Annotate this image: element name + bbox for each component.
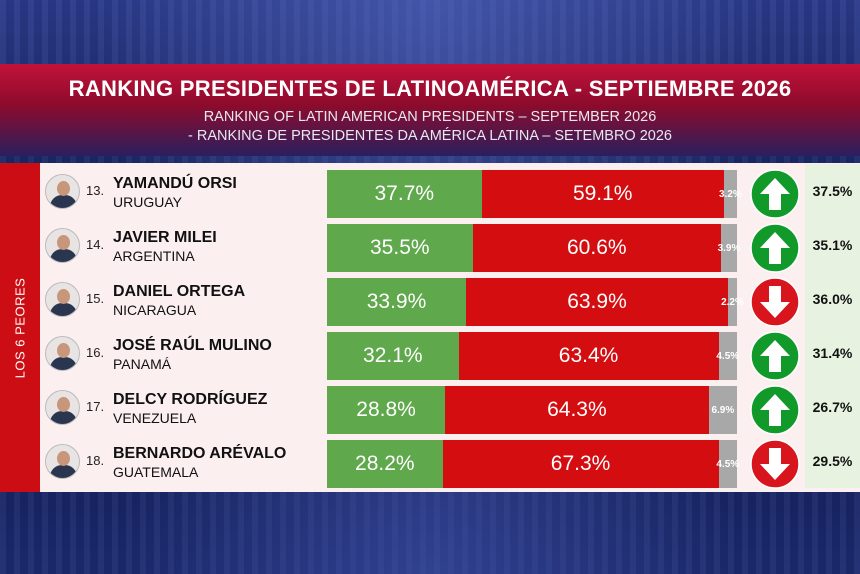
previous-approval: 35.1% [805, 218, 860, 272]
ranking-row: 16. JOSÉ RAÚL MULINO PANAMÁ 32.1% 63.4% 4.5% 3… [40, 326, 860, 381]
bar-approve: 33.9% [327, 278, 466, 326]
subtitle-portuguese: - RANKING DE PRESIDENTES DA AMÉRICA LATI… [187, 128, 672, 144]
page-title: RANKING PRESIDENTES DE LATINOAMÉRICA - S… [68, 76, 792, 101]
arrow-up-icon [750, 385, 800, 435]
president-avatar [45, 390, 80, 425]
avatar-head [57, 397, 70, 412]
bar-approve: 28.2% [327, 440, 443, 488]
previous-approval: 26.7% [805, 380, 860, 434]
bar-undecided: 3.9% [718, 224, 740, 272]
avatar-body [50, 303, 77, 316]
country-name: GUATEMALA [113, 464, 199, 480]
president-avatar [45, 444, 80, 479]
arrow-down-icon [750, 277, 800, 327]
president-name: DANIEL ORTEGA [113, 283, 246, 300]
avatar-head [57, 451, 70, 466]
ranking-row: 17. DELCY RODRÍGUEZ VENEZUELA 28.8% 64.3% 6.9… [40, 380, 860, 435]
bar-disapprove: 60.6% [472, 224, 721, 272]
rank-number: 16. [86, 345, 105, 360]
bar-approve: 35.5% [327, 224, 473, 272]
ranking-row: 18. BERNARDO ARÉVALO GUATEMALA 28.2% 67.3% 4.… [40, 434, 860, 489]
bar-disapprove: 67.3% [442, 440, 719, 488]
president-avatar [45, 174, 80, 209]
president-avatar [45, 228, 80, 263]
stacked-bar: 32.1% 63.4% 4.5% [327, 332, 739, 380]
ranking-row: 14. JAVIER MILEI ARGENTINA 35.5% 60.6% 3.9% 35… [40, 218, 860, 273]
rank-number: 17. [86, 399, 105, 414]
country-name: VENEZUELA [113, 410, 197, 426]
rank-number: 15. [86, 291, 105, 306]
country-name: URUGUAY [113, 194, 182, 210]
ranking-row: 15. DANIEL ORTEGA NICARAGUA 33.9% 63.9% 2.2% 3… [40, 272, 860, 327]
side-label: LOS 6 PEORES [12, 277, 28, 378]
president-name: JOSÉ RAÚL MULINO [113, 337, 272, 354]
arrow-down-icon [750, 439, 800, 489]
stacked-bar: 35.5% 60.6% 3.9% [327, 224, 740, 272]
avatar-head [57, 343, 70, 358]
stacked-bar: 28.2% 67.3% 4.5% [327, 440, 739, 488]
bar-undecided: 6.9% [708, 386, 737, 434]
bar-approve: 37.7% [327, 170, 482, 218]
avatar-head [57, 235, 70, 250]
president-name: BERNARDO ARÉVALO [113, 445, 287, 462]
arrow-up-icon [750, 223, 800, 273]
header-banner: RANKING PRESIDENTES DE LATINOAMÉRICA - S… [0, 64, 860, 156]
president-name: DELCY RODRÍGUEZ [113, 391, 268, 408]
avatar-head [57, 181, 70, 196]
subtitles: RANKING OF LATIN AMERICAN PRESIDENTS – S… [0, 108, 860, 146]
avatar-body [50, 195, 77, 208]
president-name: YAMANDÚ ORSI [113, 175, 237, 192]
subtitle-english: RANKING OF LATIN AMERICAN PRESIDENTS – S… [203, 109, 657, 125]
stacked-bar: 28.8% 64.3% 6.9% [327, 386, 737, 434]
country-name: NICARAGUA [113, 302, 197, 318]
avatar-body [50, 411, 77, 424]
arrow-up-icon [750, 331, 800, 381]
bar-approve: 32.1% [327, 332, 459, 380]
previous-approval: 29.5% [805, 434, 860, 488]
bar-disapprove: 59.1% [481, 170, 724, 218]
bar-disapprove: 63.4% [458, 332, 719, 380]
arrow-up-icon [750, 169, 800, 219]
president-name: JAVIER MILEI [113, 229, 217, 246]
ranking-row: 13. YAMANDÚ ORSI URUGUAY 37.7% 59.1% 3.2% 37.5… [40, 164, 860, 219]
bar-disapprove: 63.9% [465, 278, 728, 326]
stacked-bar: 37.7% 59.1% 3.2% [327, 170, 742, 218]
bar-approve: 28.8% [327, 386, 446, 434]
avatar-body [50, 249, 77, 262]
stacked-bar: 33.9% 63.9% 2.2% [327, 278, 744, 326]
previous-approval: 36.0% [805, 272, 860, 326]
bar-undecided: 3.2% [719, 170, 742, 218]
bar-undecided: 2.2% [721, 278, 744, 326]
avatar-body [50, 357, 77, 370]
bar-disapprove: 64.3% [445, 386, 709, 434]
president-avatar [45, 336, 80, 371]
bar-undecided: 4.5% [716, 440, 739, 488]
previous-approval: 37.5% [805, 164, 860, 218]
bar-undecided: 4.5% [716, 332, 739, 380]
rank-number: 18. [86, 453, 105, 468]
ranking-panel: LOS 6 PEORES 13. YAMANDÚ ORSI URUGUAY 37.7%… [0, 163, 860, 492]
president-avatar [45, 282, 80, 317]
rank-number: 14. [86, 237, 105, 252]
side-label-bar: LOS 6 PEORES [0, 163, 40, 492]
country-name: ARGENTINA [113, 248, 195, 264]
country-name: PANAMÁ [113, 356, 172, 372]
rank-number: 13. [86, 183, 105, 198]
avatar-body [50, 465, 77, 478]
avatar-head [57, 289, 70, 304]
previous-approval: 31.4% [805, 326, 860, 380]
